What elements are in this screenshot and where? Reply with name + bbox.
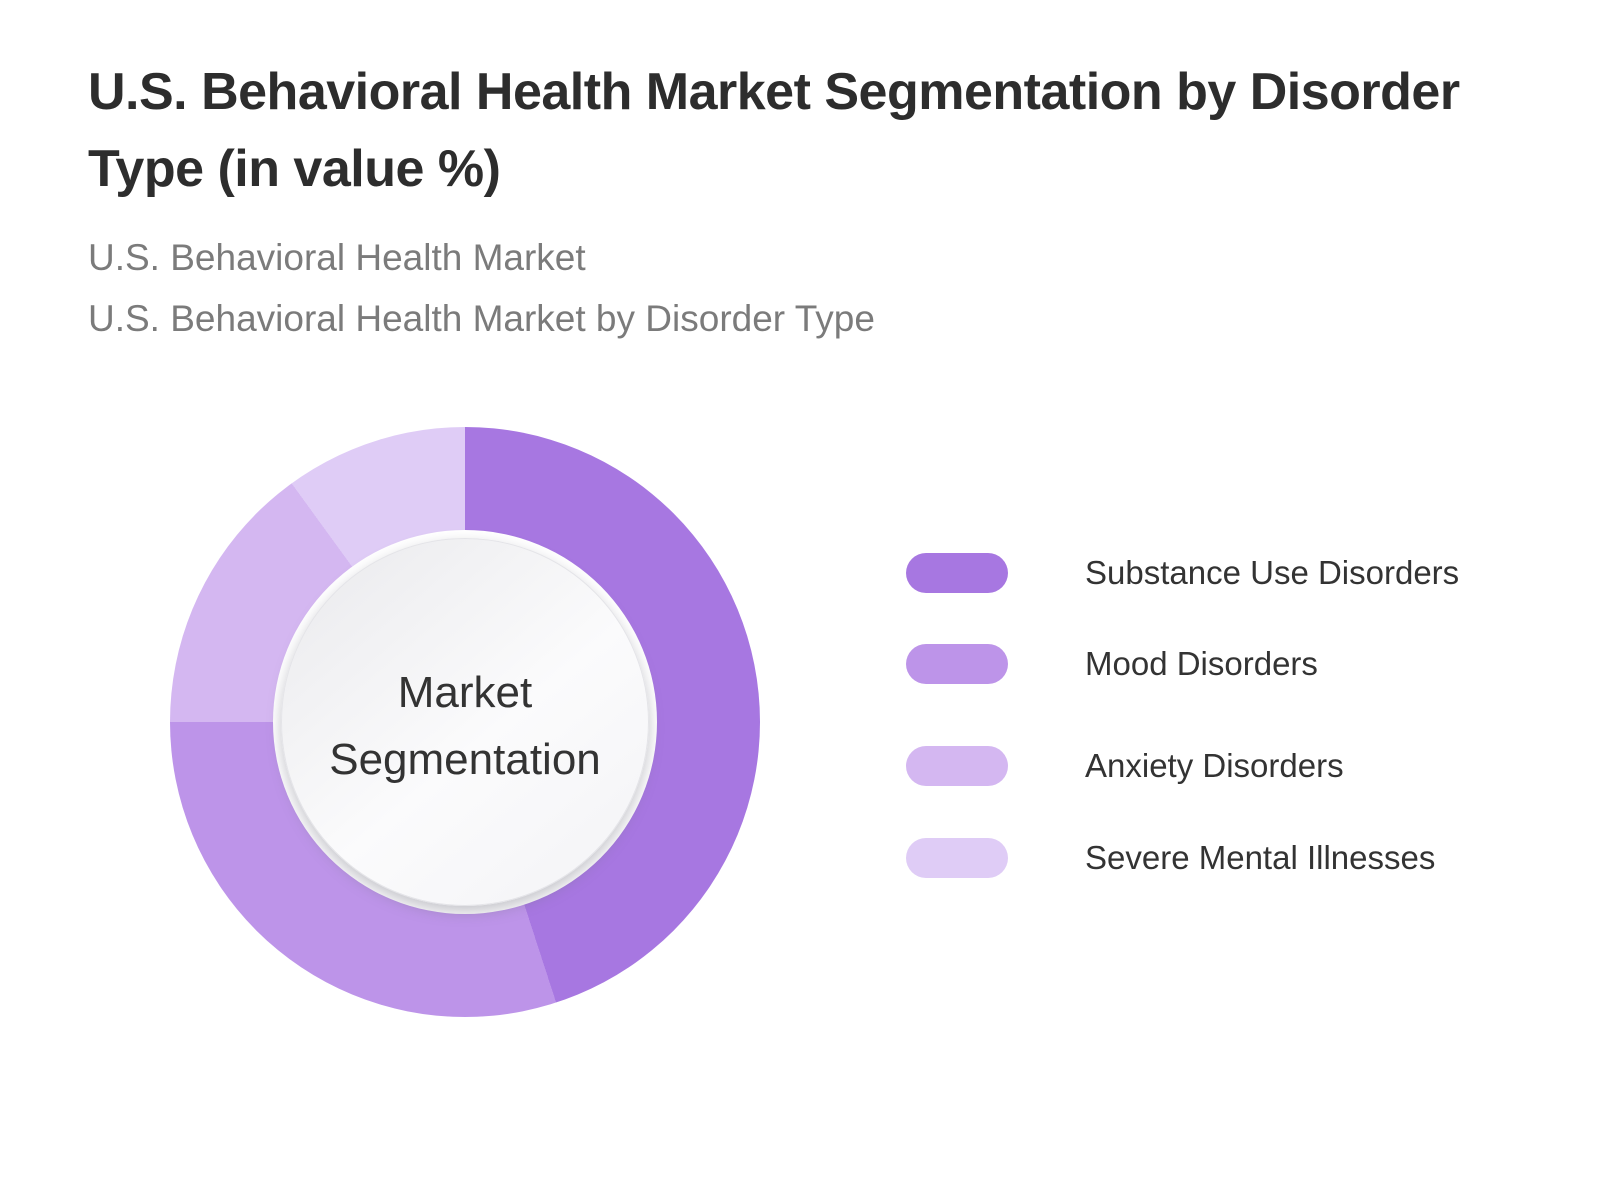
legend-item-substance-use-disorders: Substance Use Disorders	[906, 553, 1459, 593]
chart-subtitle-disorder-type: U.S. Behavioral Health Market by Disorde…	[88, 298, 875, 339]
legend-swatch-mood-disorders	[906, 644, 1008, 684]
donut-center-label-line1: Market	[397, 668, 533, 717]
chart-title: U.S. Behavioral Health Market Segmentati…	[88, 63, 1460, 198]
legend-item-anxiety-disorders: Anxiety Disorders	[906, 746, 1344, 786]
donut-center-disc: Market Segmentation	[281, 538, 649, 906]
chart-legend: Substance Use Disorders Mood Disorders A…	[906, 0, 1506, 1200]
legend-item-mood-disorders: Mood Disorders	[906, 644, 1318, 684]
donut-center-label-line2: Segmentation	[329, 735, 601, 784]
legend-swatch-severe-mental-illnesses	[906, 838, 1008, 878]
donut-hole: Market Segmentation	[273, 530, 657, 914]
legend-item-severe-mental-illnesses: Severe Mental Illnesses	[906, 838, 1435, 878]
legend-label: Substance Use Disorders	[1085, 554, 1460, 591]
legend-label: Mood Disorders	[1085, 645, 1318, 682]
legend-swatch-substance-use-disorders	[906, 553, 1008, 593]
donut-chart: Market Segmentation	[170, 427, 760, 1017]
chart-subtitle-market: U.S. Behavioral Health Market	[88, 237, 586, 278]
donut-center-label: Market Segmentation	[329, 651, 601, 793]
legend-swatch-anxiety-disorders	[906, 746, 1008, 786]
legend-label: Anxiety Disorders	[1085, 747, 1344, 784]
legend-label: Severe Mental Illnesses	[1085, 839, 1436, 876]
